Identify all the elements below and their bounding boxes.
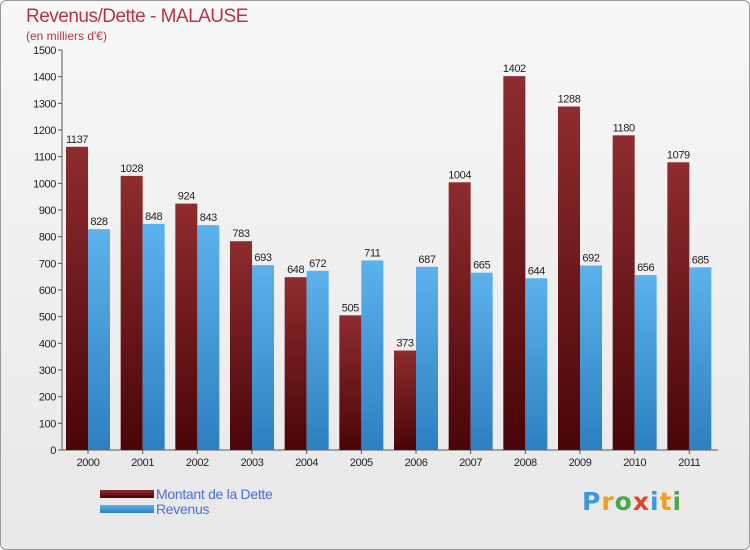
dette-value-label: 505 xyxy=(342,302,359,314)
revenus-value-label: 644 xyxy=(528,265,545,277)
dette-value-label: 1402 xyxy=(503,63,526,75)
y-tick-label: 1400 xyxy=(33,72,56,84)
revenus-bar xyxy=(634,275,657,450)
y-tick-label: 100 xyxy=(39,418,56,430)
chart-title: Revenus/Dette - MALAUSE xyxy=(26,6,248,27)
dette-bar xyxy=(175,203,198,450)
revenus-bar xyxy=(197,225,220,450)
revenus-bar xyxy=(361,260,384,450)
revenus-value-label: 656 xyxy=(637,262,654,274)
value-labels: 1137 828 1028 848 924 843 783 693 648 672 505 711 37… xyxy=(66,63,710,350)
x-tick-label: 2010 xyxy=(623,457,646,469)
revenus-value-label: 672 xyxy=(309,258,326,270)
x-tick-label: 2009 xyxy=(569,457,592,469)
x-tick-label: 2004 xyxy=(295,457,318,469)
x-tick-label: 2006 xyxy=(405,457,428,469)
x-tick-label: 2007 xyxy=(459,457,482,469)
y-tick-label: 600 xyxy=(39,285,56,297)
y-tick-label: 0 xyxy=(50,445,56,457)
x-tick-label: 2011 xyxy=(678,457,700,469)
dette-bar xyxy=(448,182,471,450)
dette-value-label: 1180 xyxy=(613,122,635,134)
y-tick-label: 500 xyxy=(39,312,56,324)
dette-bar xyxy=(667,162,690,450)
revenus-value-label: 665 xyxy=(473,260,490,272)
legend: Montant de la Dette Revenus xyxy=(100,485,273,517)
legend-item-dette: Montant de la Dette xyxy=(100,485,273,502)
revenus-value-label: 711 xyxy=(364,247,381,259)
legend-swatch-dette xyxy=(100,489,154,498)
revenus-value-label: 692 xyxy=(582,252,599,264)
y-tick-label: 1200 xyxy=(33,125,56,137)
dette-value-label: 924 xyxy=(178,191,195,203)
dette-value-label: 1028 xyxy=(120,163,143,175)
y-tick-label: 900 xyxy=(39,205,56,217)
legend-swatch-revenus xyxy=(100,504,154,513)
revenus-bar xyxy=(470,272,493,450)
x-tick-label: 2005 xyxy=(350,457,373,469)
dette-bar xyxy=(66,146,88,451)
dette-bar xyxy=(284,277,307,450)
x-tick-label: 2008 xyxy=(514,457,537,469)
dette-bar xyxy=(339,315,362,450)
dette-bar xyxy=(503,76,526,450)
revenus-value-label: 828 xyxy=(90,216,107,228)
revenus-bar xyxy=(252,265,274,450)
revenus-value-label: 693 xyxy=(254,252,271,264)
revenus-value-label: 687 xyxy=(418,254,435,266)
y-tick-label: 200 xyxy=(39,392,56,404)
y-tick-label: 700 xyxy=(39,258,56,270)
revenus-bar xyxy=(416,266,438,450)
dette-value-label: 1079 xyxy=(667,149,690,161)
dette-value-label: 1137 xyxy=(66,134,88,146)
revenus-value-label: 685 xyxy=(692,254,709,266)
dette-value-label: 1004 xyxy=(448,169,471,181)
bars xyxy=(66,76,712,451)
legend-label-revenus: Revenus xyxy=(156,500,210,517)
x-tick-label: 2000 xyxy=(77,457,100,469)
dette-bar xyxy=(230,241,252,450)
y-tick-label: 1100 xyxy=(34,152,56,164)
legend-item-revenus: Revenus xyxy=(100,500,273,517)
dette-value-label: 1288 xyxy=(558,94,581,106)
dette-value-label: 648 xyxy=(287,264,304,276)
y-tick-label: 800 xyxy=(39,232,56,244)
revenus-value-label: 843 xyxy=(200,212,217,224)
dette-value-label: 783 xyxy=(232,228,249,240)
proxiti-logo: Proxiti xyxy=(582,487,683,516)
y-tick-label: 1000 xyxy=(33,178,56,190)
dette-bar xyxy=(394,350,416,450)
revenus-bar xyxy=(306,270,329,450)
y-tick-label: 1300 xyxy=(33,98,56,110)
revenus-value-label: 848 xyxy=(145,211,162,223)
revenus-bar xyxy=(88,229,110,450)
x-tick-label: 2002 xyxy=(186,457,209,469)
y-tick-label: 300 xyxy=(39,365,56,377)
revenus-bar xyxy=(142,223,165,450)
dette-value-label: 373 xyxy=(396,338,413,350)
x-tick-label: 2001 xyxy=(131,457,154,469)
dette-bar xyxy=(558,106,580,451)
chart-subtitle: (en milliers d'€) xyxy=(26,29,107,43)
y-tick-label: 400 xyxy=(39,338,56,350)
revenus-bar xyxy=(689,267,712,450)
legend-label-dette: Montant de la Dette xyxy=(156,485,273,502)
dette-bar xyxy=(120,175,143,450)
axes: 0 100 200 300 400 500 600 700 800 900 1000 1100 1200… xyxy=(33,45,718,469)
dette-bar xyxy=(612,135,635,451)
x-tick-label: 2003 xyxy=(241,457,264,469)
y-tick-label: 1500 xyxy=(33,45,56,57)
revenus-bar xyxy=(580,265,602,450)
revenus-bar xyxy=(525,278,548,450)
